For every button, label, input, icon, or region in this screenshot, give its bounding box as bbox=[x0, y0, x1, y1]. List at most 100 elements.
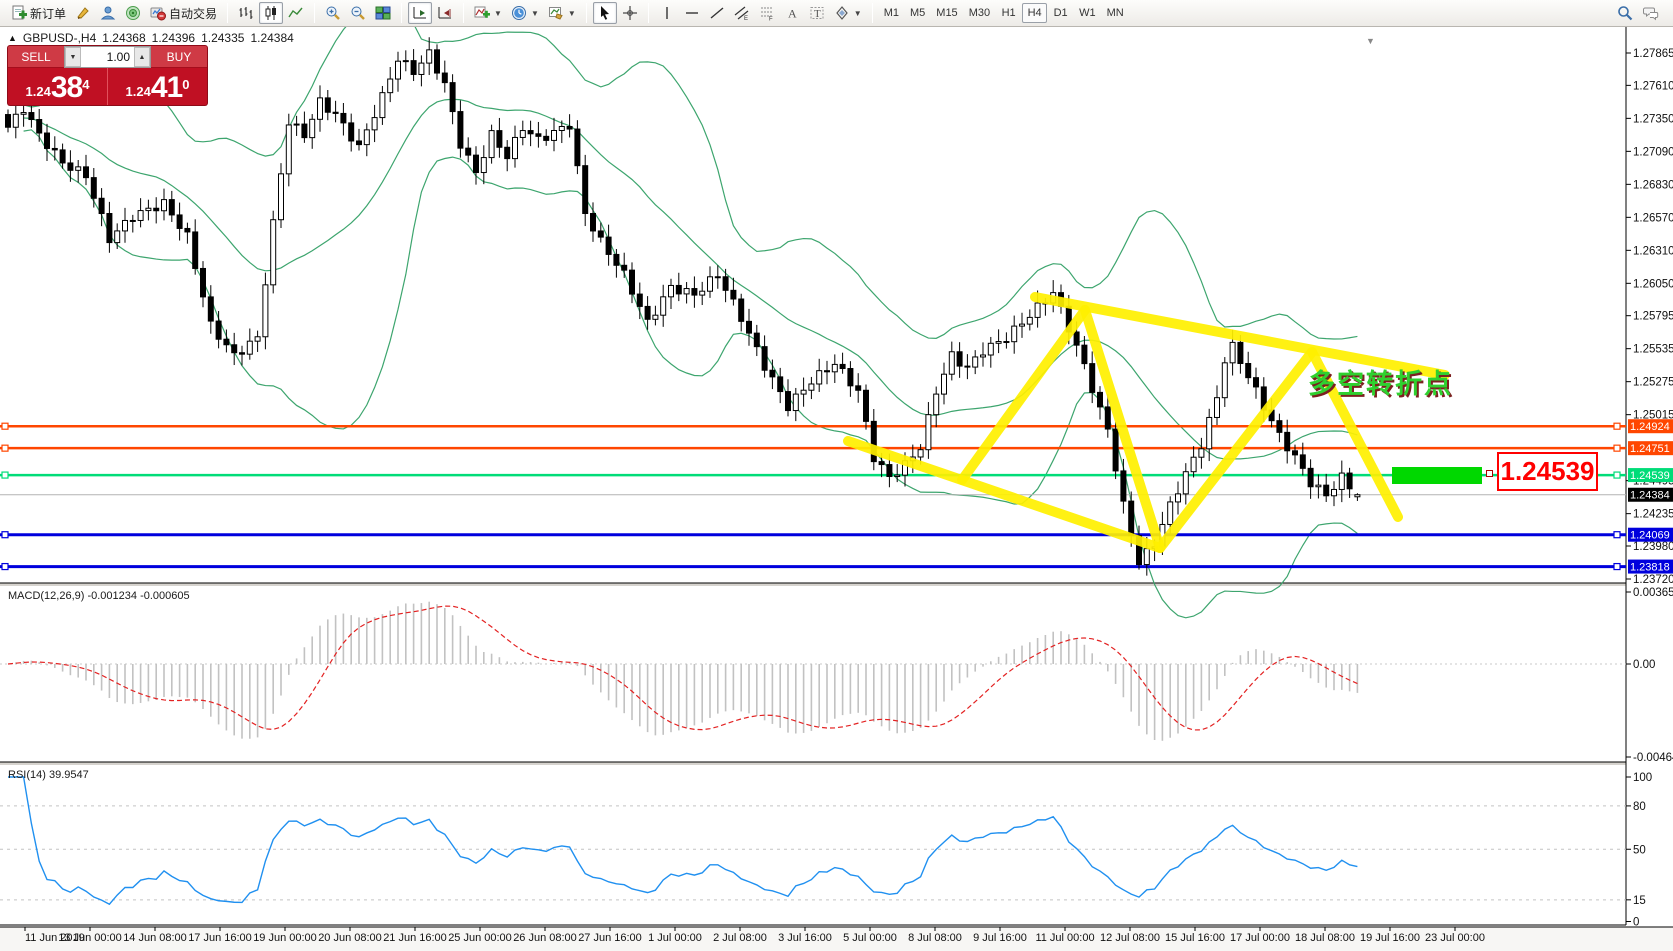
line-endpoint-handle[interactable] bbox=[1613, 422, 1621, 430]
time-tick-label: 3 Jul 16:00 bbox=[778, 932, 832, 944]
collapse-panel-arrow[interactable]: ▲ bbox=[8, 33, 17, 43]
candle-body bbox=[1284, 431, 1291, 452]
reversal-annotation[interactable]: 多空转折点 bbox=[1308, 369, 1453, 399]
chart-shift-button[interactable] bbox=[433, 2, 457, 24]
line-endpoint-handle[interactable] bbox=[1613, 471, 1621, 479]
crosshair-button[interactable] bbox=[618, 2, 642, 24]
line-endpoint-handle[interactable] bbox=[1613, 531, 1621, 539]
timeframe-m5[interactable]: M5 bbox=[910, 7, 926, 19]
candlestick-button[interactable] bbox=[259, 2, 284, 24]
line-endpoint-handle[interactable] bbox=[1613, 562, 1621, 571]
autotrading-icon bbox=[150, 7, 167, 21]
signal-button[interactable] bbox=[121, 2, 145, 24]
vertical-line-button[interactable] bbox=[655, 2, 679, 24]
trendline-button[interactable] bbox=[705, 2, 729, 24]
candle-body bbox=[1315, 484, 1322, 488]
timeframe-m15[interactable]: M15 bbox=[936, 7, 958, 19]
line-endpoint-handle[interactable] bbox=[1, 531, 9, 539]
timeframe-w1[interactable]: W1 bbox=[1079, 7, 1096, 19]
line-chart-button[interactable] bbox=[284, 2, 308, 24]
sell-price[interactable]: 1.24 38 4 bbox=[8, 68, 108, 105]
candle-body bbox=[1307, 467, 1314, 488]
auto-scroll-button[interactable] bbox=[408, 2, 433, 24]
styler-button[interactable] bbox=[71, 2, 95, 24]
cursor-button[interactable] bbox=[592, 2, 617, 24]
level-line-handle[interactable] bbox=[1486, 470, 1493, 477]
autotrading-button[interactable]: 自动交易 bbox=[146, 2, 221, 24]
sell-button[interactable]: SELL bbox=[8, 46, 64, 68]
line-endpoint-handle[interactable] bbox=[1, 444, 9, 452]
line-endpoint-handle[interactable] bbox=[1, 422, 9, 430]
candle-body bbox=[1034, 302, 1041, 318]
yellow-trendline-4[interactable] bbox=[1155, 347, 1317, 553]
shapes-caret: ▼ bbox=[853, 8, 862, 18]
highlight-rectangle[interactable] bbox=[1392, 467, 1482, 484]
candle-body bbox=[1299, 454, 1306, 469]
pane-splitter[interactable] bbox=[0, 583, 1626, 587]
timeframe-d1[interactable]: D1 bbox=[1053, 7, 1068, 19]
shift-marker[interactable]: ▼ bbox=[1366, 36, 1375, 46]
indicators-button[interactable]: ▼ bbox=[470, 2, 506, 24]
zoom-out-button[interactable] bbox=[346, 2, 370, 24]
yellow-trendline-6[interactable] bbox=[1307, 347, 1403, 522]
templates-button[interactable]: ▼ bbox=[544, 2, 580, 24]
timeframe-mn[interactable]: MN bbox=[1106, 7, 1124, 19]
periods-button[interactable]: ▼ bbox=[507, 2, 543, 24]
candle-body bbox=[504, 146, 511, 160]
volume-down-button[interactable]: ▼ bbox=[65, 47, 81, 67]
volume-input[interactable]: 1.00 bbox=[81, 47, 134, 67]
text-button[interactable]: A bbox=[780, 2, 804, 24]
level-1.24539-badge-text: 1.24539 bbox=[1630, 470, 1670, 482]
candle-body bbox=[1276, 420, 1283, 433]
price-tick-label: 1.25535 bbox=[1633, 344, 1673, 356]
channel-button[interactable]: E bbox=[730, 2, 754, 24]
yellow-trendline-1[interactable] bbox=[843, 436, 1165, 553]
buy-price[interactable]: 1.24 41 0 bbox=[108, 68, 207, 105]
new-order-button[interactable]: 新订单 bbox=[7, 2, 70, 24]
yellow-trendline-5[interactable] bbox=[1030, 292, 1450, 380]
profile-icon bbox=[100, 6, 116, 20]
time-tick-label: 25 Jun 00:00 bbox=[448, 932, 512, 944]
tile-windows-button[interactable] bbox=[371, 2, 395, 24]
time-tick-label: 13 Jun 00:00 bbox=[58, 932, 122, 944]
candle-body bbox=[332, 111, 339, 114]
profile-button[interactable] bbox=[96, 2, 120, 24]
timeframe-h1[interactable]: H1 bbox=[1001, 7, 1016, 19]
candle-body bbox=[878, 461, 885, 466]
line-endpoint-handle[interactable] bbox=[1, 471, 9, 479]
candle-body bbox=[418, 62, 425, 75]
candle-body bbox=[1104, 406, 1111, 430]
bar-chart-button[interactable] bbox=[234, 2, 258, 24]
candle-body bbox=[1237, 341, 1244, 364]
candle-body bbox=[441, 72, 448, 84]
timeframe-m30[interactable]: M30 bbox=[968, 7, 991, 19]
pane-splitter[interactable] bbox=[0, 762, 1626, 766]
chat-icon[interactable] bbox=[1643, 5, 1659, 21]
volume-up-button[interactable]: ▲ bbox=[134, 47, 150, 67]
candle-body bbox=[1182, 471, 1189, 495]
yellow-trendline-2[interactable] bbox=[957, 305, 1090, 485]
search-icon[interactable] bbox=[1617, 5, 1633, 21]
candle-body bbox=[1011, 325, 1018, 343]
price-tick-label: 1.25015 bbox=[1633, 410, 1673, 422]
candle-body bbox=[512, 136, 518, 160]
buy-button[interactable]: BUY bbox=[151, 46, 207, 68]
zoom-in-button[interactable] bbox=[321, 2, 345, 24]
line-endpoint-handle[interactable] bbox=[1613, 444, 1621, 452]
candle-body bbox=[543, 135, 550, 141]
line-endpoint-handle[interactable] bbox=[1, 562, 9, 571]
candle-body bbox=[90, 177, 97, 199]
timeframe-m1[interactable]: M1 bbox=[883, 7, 899, 19]
price-callout-box[interactable]: 1.24539 bbox=[1497, 452, 1598, 491]
level-1.24924-badge bbox=[1628, 419, 1673, 434]
timeframe-h4[interactable]: H4 bbox=[1022, 3, 1048, 23]
fibonacci-button[interactable]: F bbox=[755, 2, 779, 24]
shapes-button[interactable]: ▼ bbox=[830, 2, 866, 24]
trendline-icon bbox=[710, 7, 724, 19]
yellow-trendline-3[interactable] bbox=[1080, 305, 1165, 553]
horizontal-line-button[interactable] bbox=[680, 2, 704, 24]
text-label-button[interactable]: T bbox=[805, 2, 829, 24]
candle-body bbox=[176, 214, 183, 229]
